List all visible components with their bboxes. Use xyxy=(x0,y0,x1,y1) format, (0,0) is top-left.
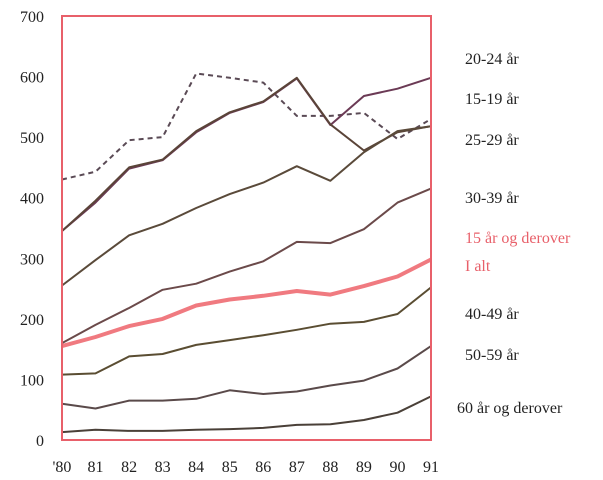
x-tick-label: 89 xyxy=(356,459,372,476)
series-line-15-r-og-derover xyxy=(61,187,432,344)
x-tick-label: 88 xyxy=(322,459,338,476)
plot-series-group xyxy=(61,72,432,434)
x-tick-label: 87 xyxy=(289,459,305,476)
series-line-50-59-r xyxy=(61,345,432,410)
legend: 20-24 år 15-19 år 25-29 år 30-39 år 15 å… xyxy=(457,51,571,417)
x-tick-label: 82 xyxy=(121,459,137,476)
x-tick-label: 84 xyxy=(188,459,204,476)
y-axis-ticks: 0 100 200 300 400 500 600 700 xyxy=(20,9,44,450)
y-tick-label: 300 xyxy=(20,251,44,268)
legend-label-60-og-derover: 60 år og derover xyxy=(457,400,563,417)
y-tick-label: 600 xyxy=(20,70,44,87)
legend-label-40-49: 40-49 år xyxy=(465,306,519,323)
y-tick-label: 400 xyxy=(20,191,44,208)
legend-label-15-og-derover: 15 år og derover xyxy=(465,230,571,247)
series-line-60-r-og-derover xyxy=(61,395,432,434)
legend-label-20-24: 20-24 år xyxy=(465,51,519,68)
y-tick-label: 100 xyxy=(20,372,44,389)
series-line-i-alt xyxy=(61,257,432,349)
legend-label-25-29: 25-29 år xyxy=(465,132,519,149)
x-tick-label: 83 xyxy=(155,459,171,476)
x-tick-label: 91 xyxy=(423,459,439,476)
x-tick-label: 81 xyxy=(88,459,104,476)
legend-label-30-39: 30-39 år xyxy=(465,190,519,207)
series-line-30-39-r xyxy=(61,125,432,287)
x-axis-ticks: '80 81 82 83 84 85 86 87 88 89 90 91 xyxy=(53,459,439,476)
x-tick-label: '80 xyxy=(53,459,72,476)
y-tick-label: 200 xyxy=(20,312,44,329)
series-line-15-19-r xyxy=(61,76,432,232)
legend-label-i-alt: I alt xyxy=(465,258,491,275)
x-tick-label: 90 xyxy=(389,459,405,476)
legend-label-50-59: 50-59 år xyxy=(465,347,519,364)
legend-label-15-19: 15-19 år xyxy=(465,91,519,108)
x-tick-label: 85 xyxy=(222,459,238,476)
x-tick-label: 86 xyxy=(255,459,271,476)
series-line-20-24-r xyxy=(61,72,432,181)
plot-frame xyxy=(61,15,432,441)
series-line-25-29-r xyxy=(61,76,432,232)
y-tick-label: 0 xyxy=(36,433,44,450)
series-line-40-49-r xyxy=(61,286,432,376)
y-tick-label: 700 xyxy=(20,9,44,26)
y-tick-label: 500 xyxy=(20,130,44,147)
